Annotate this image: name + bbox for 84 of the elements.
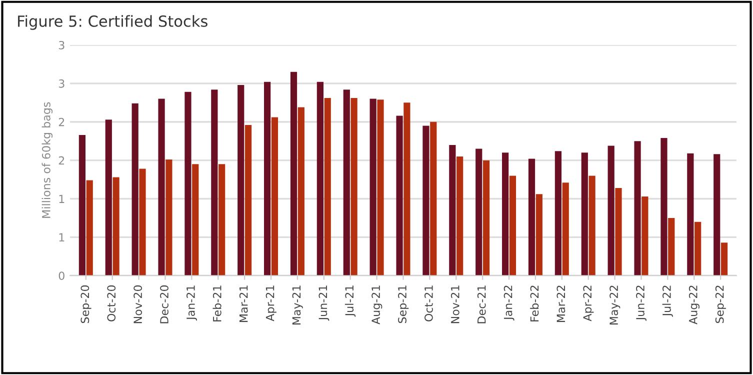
bar: [132, 103, 138, 276]
bar: [271, 117, 278, 276]
y-tick-label: 2: [58, 118, 64, 126]
bar: [482, 160, 490, 276]
bar: [588, 176, 596, 276]
bar: [112, 177, 120, 276]
bar: [86, 180, 93, 276]
bar: [687, 153, 694, 276]
bar: [509, 176, 516, 276]
x-tick-label: Jan-21: [186, 286, 197, 321]
x-tick-label: Jan-22: [504, 286, 514, 321]
x-tick-label: Dec-20: [160, 285, 168, 324]
bar: [343, 90, 350, 276]
bar: [350, 98, 358, 276]
bar: [105, 120, 112, 276]
bar: [528, 158, 536, 276]
x-tick-label: Oct-21: [424, 286, 433, 322]
bar: [139, 168, 146, 276]
x-tick-label: Nov-21: [450, 286, 460, 324]
bar: [502, 152, 509, 276]
y-axis-title: Millions of 60kg bags: [42, 102, 53, 218]
bar: [422, 126, 430, 276]
y-tick-label: 3: [58, 79, 64, 88]
x-tick-label: Oct-20: [107, 285, 116, 322]
bar: [324, 98, 331, 276]
bar: [184, 92, 192, 276]
x-tick-label: May-21: [292, 286, 303, 324]
x-tick-label: Feb-21: [212, 286, 222, 322]
bar: [608, 146, 614, 276]
x-tick-label: Aug-22: [688, 286, 700, 324]
bar: [78, 134, 86, 276]
bar: [562, 182, 569, 276]
bar: [404, 102, 410, 276]
bar: [396, 116, 403, 276]
bar: [714, 154, 720, 276]
bar: [720, 242, 728, 276]
x-tick-label: Jul-22: [662, 286, 673, 317]
bar: [554, 151, 562, 276]
bar: [581, 152, 588, 276]
x-tick-label: Jun-21: [318, 286, 330, 321]
y-tick-label: 1: [59, 194, 64, 203]
bar: [615, 188, 622, 276]
bar: [476, 148, 482, 276]
bar: [192, 164, 199, 276]
y-tick-label: 1: [59, 233, 64, 242]
bar: [316, 82, 324, 276]
bar: [449, 144, 456, 276]
x-tick-label: Sep-20: [80, 285, 92, 324]
bar: [211, 90, 218, 276]
bar: [264, 82, 271, 276]
x-tick-label: Dec-21: [477, 286, 486, 324]
x-tick-label: Apr-21: [266, 286, 276, 322]
bar: [536, 194, 542, 276]
bar: [660, 138, 668, 276]
y-tick-label: 0: [58, 272, 64, 280]
bar: [456, 156, 464, 276]
bar: [668, 218, 675, 276]
x-tick-label: Mar-21: [239, 286, 248, 322]
bar: [298, 107, 304, 276]
bar: [430, 122, 437, 276]
x-tick-label: Sep-22: [715, 286, 726, 324]
y-tick-label: 3: [58, 40, 64, 50]
x-tick-label: Jul-21: [344, 286, 356, 317]
bar: [377, 100, 384, 276]
x-tick-label: Sep-21: [398, 286, 409, 324]
bar: [634, 141, 641, 276]
bar: [238, 84, 244, 276]
x-tick-label: Apr-22: [583, 286, 594, 322]
x-tick-label: Feb-22: [530, 286, 539, 322]
bar: [642, 196, 648, 276]
y-tick-label: 2: [58, 156, 64, 165]
bar: [290, 72, 298, 276]
bar: [166, 160, 172, 276]
x-tick-label: May-22: [610, 286, 620, 324]
bar: [218, 164, 226, 276]
x-tick-label: Nov-20: [134, 285, 142, 324]
x-tick-label: Jun-22: [636, 286, 647, 321]
chart-title: Figure 5: Certified Stocks: [18, 15, 208, 30]
x-tick-label: Aug-21: [372, 286, 382, 324]
bar: [694, 222, 702, 276]
bar: [244, 124, 252, 276]
bar: [158, 98, 165, 276]
x-tick-label: Mar-22: [556, 286, 566, 322]
bar: [370, 98, 376, 276]
